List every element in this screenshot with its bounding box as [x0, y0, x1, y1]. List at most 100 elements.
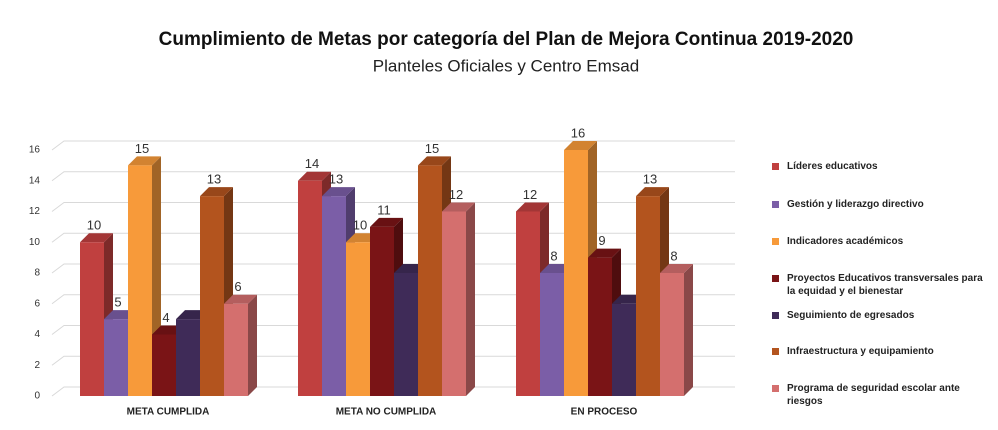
bar-front	[128, 165, 152, 396]
legend-label: Proyectos Educativos transversales para …	[787, 273, 983, 297]
bar-front	[322, 196, 346, 396]
data-label: 8	[550, 248, 557, 263]
bar-front	[442, 211, 466, 396]
legend-swatch	[772, 275, 779, 282]
bar-front	[104, 319, 128, 396]
data-label: 6	[234, 279, 241, 294]
x-tick-label: META CUMPLIDA	[127, 407, 210, 418]
bar-front	[612, 303, 636, 396]
bar-top	[442, 202, 475, 212]
bar-front	[346, 242, 370, 396]
bar-front	[588, 257, 612, 396]
bar-top	[588, 248, 621, 258]
legend-item: Programa de seguridad escolar ante riesg…	[772, 382, 987, 408]
legend-swatch	[772, 163, 779, 170]
bar-front	[200, 196, 224, 396]
grid-line	[51, 355, 735, 366]
data-label: 4	[162, 310, 169, 325]
chart-title: Cumplimiento de Metas por categoría del …	[159, 29, 854, 50]
data-label: 15	[425, 141, 439, 156]
data-label: 12	[449, 187, 463, 202]
bar-front	[224, 303, 248, 396]
bar-top	[660, 264, 693, 273]
legend-swatch	[772, 385, 779, 392]
data-label: 14	[305, 156, 319, 171]
legend-swatch	[772, 201, 779, 208]
data-label: 13	[643, 172, 657, 187]
y-tick-label: 12	[29, 206, 41, 217]
x-tick-label: META NO CUMPLIDA	[336, 407, 437, 418]
legend-label: Programa de seguridad escolar ante riesg…	[787, 383, 960, 407]
bar-front	[636, 196, 660, 396]
bar-top	[224, 294, 257, 304]
bar-front	[564, 150, 588, 396]
grid-line	[51, 325, 735, 335]
grid-line	[51, 232, 735, 243]
bar	[224, 294, 257, 396]
bar-front	[80, 242, 104, 396]
legend-swatch	[772, 238, 779, 245]
legend-item: Proyectos Educativos transversales para …	[772, 272, 987, 298]
bar-top	[298, 171, 331, 181]
legend-label: Seguimiento de egresados	[787, 310, 915, 321]
bar-top	[418, 156, 451, 166]
bar-front	[298, 180, 322, 396]
bar-top	[128, 156, 161, 166]
legend-label: Gestión y liderazgo directivo	[787, 199, 924, 210]
x-tick-label: EN PROCESO	[571, 407, 638, 418]
bar-top	[636, 187, 669, 197]
y-tick-label: 0	[34, 391, 40, 402]
y-tick-label: 14	[29, 175, 41, 186]
bar-front	[394, 273, 418, 396]
bar-side	[684, 264, 693, 396]
data-label: 10	[353, 218, 367, 233]
y-tick-label: 4	[34, 329, 40, 340]
bar	[80, 233, 113, 396]
bar	[442, 202, 475, 396]
legend-item: Seguimiento de egresados	[772, 309, 987, 322]
data-label: 11	[377, 202, 391, 217]
data-label: 15	[135, 141, 149, 156]
legend-item: Líderes educativos	[772, 160, 987, 173]
data-label: 5	[114, 295, 121, 310]
data-label: 13	[207, 172, 221, 187]
bar-top	[370, 217, 403, 227]
y-tick-label: 10	[29, 237, 41, 248]
data-label: 13	[329, 172, 343, 187]
bar-front	[540, 273, 564, 396]
legend-item: Infraestructura y equipamiento	[772, 345, 987, 358]
data-label: 10	[87, 218, 101, 233]
bar-front	[176, 319, 200, 396]
bar-top	[516, 202, 549, 212]
legend-swatch	[772, 348, 779, 355]
grid-line	[51, 140, 735, 151]
legend-swatch	[772, 312, 779, 319]
bar-top	[564, 141, 597, 150]
bar-front	[516, 211, 540, 396]
legend-label: Indicadores académicos	[787, 236, 904, 247]
data-label: 8	[670, 248, 677, 263]
legend-item: Indicadores académicos	[772, 235, 987, 248]
y-tick-label: 2	[34, 360, 40, 371]
bar-top	[322, 187, 355, 197]
grid-line	[51, 202, 735, 212]
chart-subtitle: Planteles Oficiales y Centro Emsad	[373, 56, 639, 75]
legend-label: Líderes educativos	[787, 161, 878, 172]
bar-side	[466, 202, 475, 396]
grid-line	[51, 386, 735, 397]
data-label: 9	[598, 233, 605, 248]
data-label: 12	[523, 187, 537, 202]
grid-line	[51, 294, 735, 305]
bar-front	[660, 273, 684, 396]
legend-label: Infraestructura y equipamiento	[787, 346, 934, 357]
grid-line	[51, 263, 735, 274]
bar-front	[370, 226, 394, 396]
bar-top	[200, 187, 233, 197]
y-tick-label: 16	[29, 145, 41, 156]
legend-item: Gestión y liderazgo directivo	[772, 198, 987, 211]
bar-top	[80, 233, 113, 243]
bar	[660, 264, 693, 396]
bar-front	[152, 334, 176, 396]
data-label: 16	[571, 125, 585, 140]
